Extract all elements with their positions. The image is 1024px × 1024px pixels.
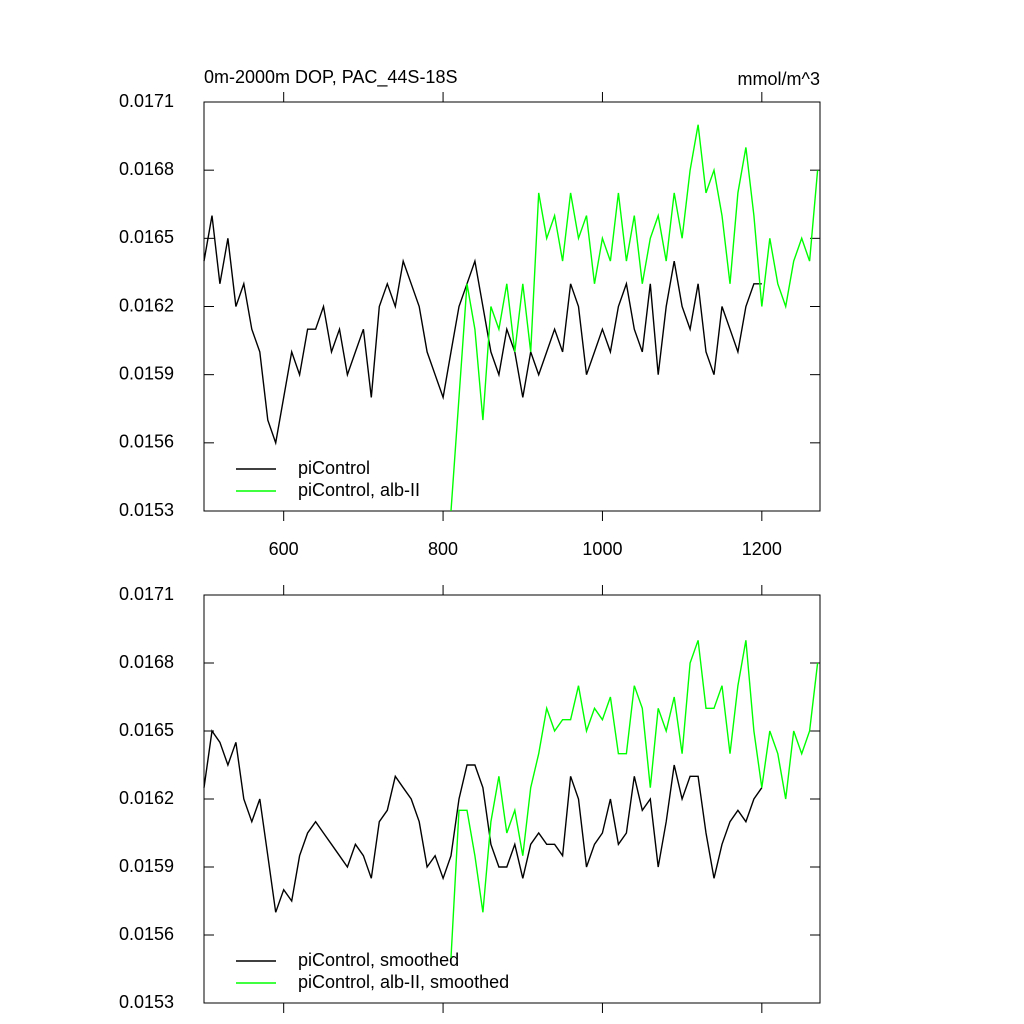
y-tick-label: 0.0171: [119, 91, 174, 111]
x-tick-label: 1000: [582, 539, 622, 559]
y-tick-label: 0.0162: [119, 295, 174, 315]
y-tick-label: 0.0168: [119, 652, 174, 672]
y-tick-label: 0.0171: [119, 584, 174, 604]
legend-label: piControl, alb-II, smoothed: [298, 972, 509, 992]
legend-label: piControl: [298, 458, 370, 478]
y-tick-label: 0.0165: [119, 720, 174, 740]
y-tick-label: 0.0153: [119, 500, 174, 520]
chart-title: 0m-2000m DOP, PAC_44S-18S: [204, 67, 457, 88]
y-tick-label: 0.0156: [119, 432, 174, 452]
units-label: mmol/m^3: [738, 69, 820, 89]
series-line: [450, 124, 819, 512]
x-tick-label: 600: [269, 539, 299, 559]
series-line: [203, 729, 763, 913]
plot-frame: [203, 594, 821, 1004]
y-tick-label: 0.0168: [119, 159, 174, 179]
y-tick-label: 0.0156: [119, 924, 174, 944]
y-tick-label: 0.0159: [119, 856, 174, 876]
series-line: [203, 215, 762, 446]
legend-label: piControl, smoothed: [298, 950, 459, 970]
series-line: [450, 640, 819, 958]
legend-label: piControl, alb-II: [298, 480, 420, 500]
y-tick-label: 0.0153: [119, 992, 174, 1012]
x-tick-label: 800: [428, 539, 458, 559]
plot-frame: [203, 101, 821, 512]
x-tick-label: 1200: [742, 539, 782, 559]
y-tick-label: 0.0162: [119, 788, 174, 808]
y-tick-label: 0.0159: [119, 363, 174, 383]
y-tick-label: 0.0165: [119, 227, 174, 247]
